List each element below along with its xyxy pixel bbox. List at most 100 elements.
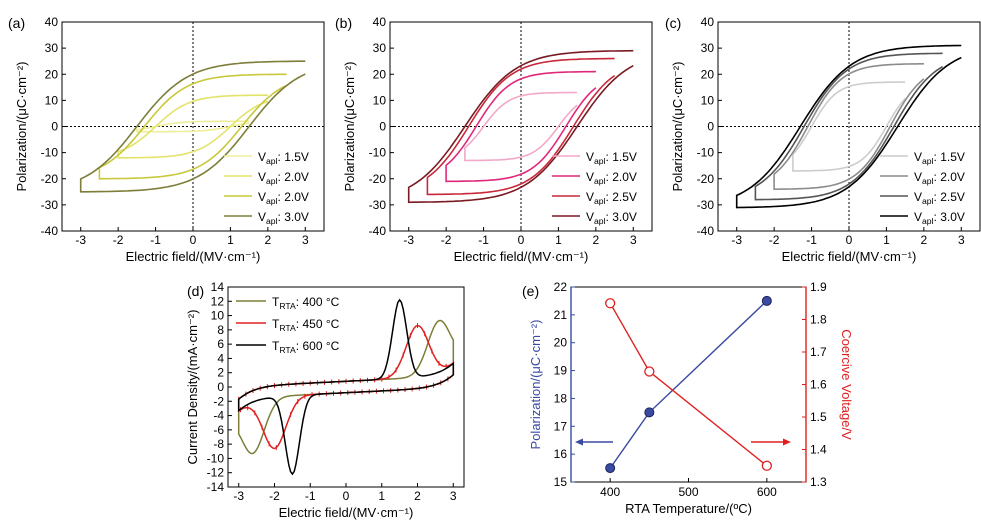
iv-series-1 xyxy=(237,324,455,450)
rta-xtick-label: 600 xyxy=(757,485,777,499)
right-y-axis-label: Coercive Voltage/V xyxy=(839,329,854,440)
pe-axis-ytick-label: 30 xyxy=(701,41,715,55)
pe-loop-series-3 xyxy=(79,60,306,193)
right-arrow-icon xyxy=(783,438,791,446)
y-axis-label: Polarization/(μC·cm⁻²) xyxy=(670,62,685,192)
pe-axis-ytick-label: -30 xyxy=(697,198,715,212)
pe-loop-series-2 xyxy=(98,73,287,180)
iv-axis-ytick-label: -2 xyxy=(213,394,224,408)
pe-axis-ytick-label: 40 xyxy=(373,15,387,29)
rta-panel: (e) 400 500 600 15 16 17 18 19 20 21 22 1.3 1.4 1.5 1.6… xyxy=(522,280,854,516)
pe-axis-ytick-label: -10 xyxy=(369,146,387,160)
iv-axis-ytick-label: -8 xyxy=(213,437,224,451)
pe-axis-xtick-label: 1 xyxy=(555,233,562,247)
iv-axis-ytick-label: -6 xyxy=(213,423,224,437)
pe-loop-series-0 xyxy=(464,91,578,162)
legend-entry: Vapl: 2.0V xyxy=(258,190,309,206)
legend-entry: Vapl: 3.0V xyxy=(586,210,637,226)
polarization-point xyxy=(644,407,655,418)
pe-loop-series-1 xyxy=(445,70,597,183)
panel-label: (d) xyxy=(187,283,204,299)
left-arrow-icon xyxy=(575,438,583,446)
left-ytick-label: 17 xyxy=(554,419,568,433)
pe-axis-xtick-label: 1 xyxy=(883,233,890,247)
panel-label: (a) xyxy=(8,15,25,31)
pe-loop-series-0 xyxy=(792,81,906,172)
left-ytick-label: 15 xyxy=(554,475,568,489)
y-axis-label: Polarization/(μC·cm⁻²) xyxy=(342,62,357,192)
left-ytick-label: 18 xyxy=(554,391,568,405)
pe-loop-panel-0: (a)-3 -2 -1 0 1 2 3-40-30-20-10010203040Vapl: … xyxy=(8,15,325,264)
iv-axis-ytick-label: 14 xyxy=(211,280,225,294)
pe-loop-panel-2: (c)-3 -2 -1 0 1 2 3-40-30-20-10010203040Vapl: … xyxy=(665,15,981,264)
iv-axis-ytick-label: 2 xyxy=(217,366,224,380)
pe-axis-ytick-label: -10 xyxy=(697,146,715,160)
pe-axis-ytick-label: 20 xyxy=(373,67,387,81)
iv-panel: (d)-3 -2 -1 0 1 2 3-14-12-10-8-6-4-20246810121… xyxy=(185,280,465,520)
left-ytick-label: 21 xyxy=(554,308,568,322)
pe-loop-series-3 xyxy=(407,49,634,204)
pe-axis-ytick-label: 20 xyxy=(701,67,715,81)
polarization-point xyxy=(605,463,616,474)
right-ytick-label: 1.4 xyxy=(810,443,827,457)
pe-axis-xtick-label: 0 xyxy=(190,233,197,247)
iv-axis-ytick-label: 4 xyxy=(217,351,224,365)
iv-axis-ytick-label: -12 xyxy=(207,466,225,480)
pe-axis-ytick-label: -40 xyxy=(41,224,59,238)
coercive-voltage-point xyxy=(605,298,616,309)
pe-axis-xtick-label: 1 xyxy=(227,233,234,247)
pe-axis-xtick-label: 2 xyxy=(593,233,600,247)
pe-axis-ytick-label: -20 xyxy=(369,172,387,186)
pe-loop-series-0 xyxy=(136,120,250,133)
iv-axis-ytick-label: 8 xyxy=(217,323,224,337)
right-ytick-label: 1.8 xyxy=(810,313,827,327)
pe-loop-series-3 xyxy=(735,44,962,209)
polarization-point xyxy=(761,295,772,306)
pe-axis-xtick-label: -2 xyxy=(113,233,124,247)
legend-entry: TRTA: 400 °C xyxy=(272,295,340,311)
iv-axis-ytick-label: 0 xyxy=(217,380,224,394)
left-ytick-label: 16 xyxy=(554,447,568,461)
pe-axis-ytick-label: -20 xyxy=(697,172,715,186)
left-ytick-label: 22 xyxy=(554,280,568,294)
iv-series-0 xyxy=(237,319,455,455)
pe-loop-series-2 xyxy=(754,52,944,201)
pe-axis-ytick-label: -40 xyxy=(369,224,387,238)
right-ytick-label: 1.7 xyxy=(810,345,827,359)
iv-axis-xtick-label: -3 xyxy=(233,489,244,503)
coercive-voltage-point xyxy=(761,460,772,471)
pe-axis-ytick-label: 0 xyxy=(379,120,386,134)
pe-axis-ytick-label: 10 xyxy=(373,93,387,107)
legend-entry: Vapl: 3.0V xyxy=(914,210,965,226)
legend-entry: TRTA: 450 °C xyxy=(272,317,340,333)
rta-xtick-label: 500 xyxy=(678,485,698,499)
pe-axis-xtick-label: -2 xyxy=(441,233,452,247)
legend-entry: TRTA: 600 °C xyxy=(272,339,340,355)
iv-axis-ytick-label: -10 xyxy=(207,451,225,465)
rta-xtick-label: 400 xyxy=(600,485,620,499)
iv-axis-xtick-label: 0 xyxy=(343,489,350,503)
left-y-axis-label: Polarization/(μC·cm⁻²) xyxy=(528,320,543,450)
pe-axis-xtick-label: -1 xyxy=(150,233,161,247)
rta-frame xyxy=(570,286,807,483)
iv-axis-ytick-label: -14 xyxy=(207,480,225,494)
panel-label: (c) xyxy=(665,15,681,31)
pe-axis-ytick-label: 30 xyxy=(373,41,387,55)
pe-axis-ytick-label: -10 xyxy=(41,146,59,160)
iv-axis-xtick-label: 1 xyxy=(378,489,385,503)
pe-axis-xtick-label: 3 xyxy=(302,233,309,247)
pe-axis-ytick-label: -30 xyxy=(41,198,59,212)
pe-axis-xtick-label: -1 xyxy=(806,233,817,247)
iv-axis-ytick-label: -4 xyxy=(213,409,224,423)
right-ytick-label: 1.5 xyxy=(810,410,827,424)
iv-axis-xtick-label: 2 xyxy=(414,489,421,503)
x-axis-label: Electric field/(MV·cm⁻¹) xyxy=(279,505,414,520)
pe-axis-ytick-label: 10 xyxy=(45,93,59,107)
left-ytick-label: 19 xyxy=(554,364,568,378)
pe-axis-xtick-label: -2 xyxy=(769,233,780,247)
pe-loop-series-1 xyxy=(773,63,925,190)
rta-series-line-0 xyxy=(609,300,768,469)
iv-axis-xtick-label: -1 xyxy=(305,489,316,503)
pe-axis-xtick-label: 3 xyxy=(958,233,965,247)
